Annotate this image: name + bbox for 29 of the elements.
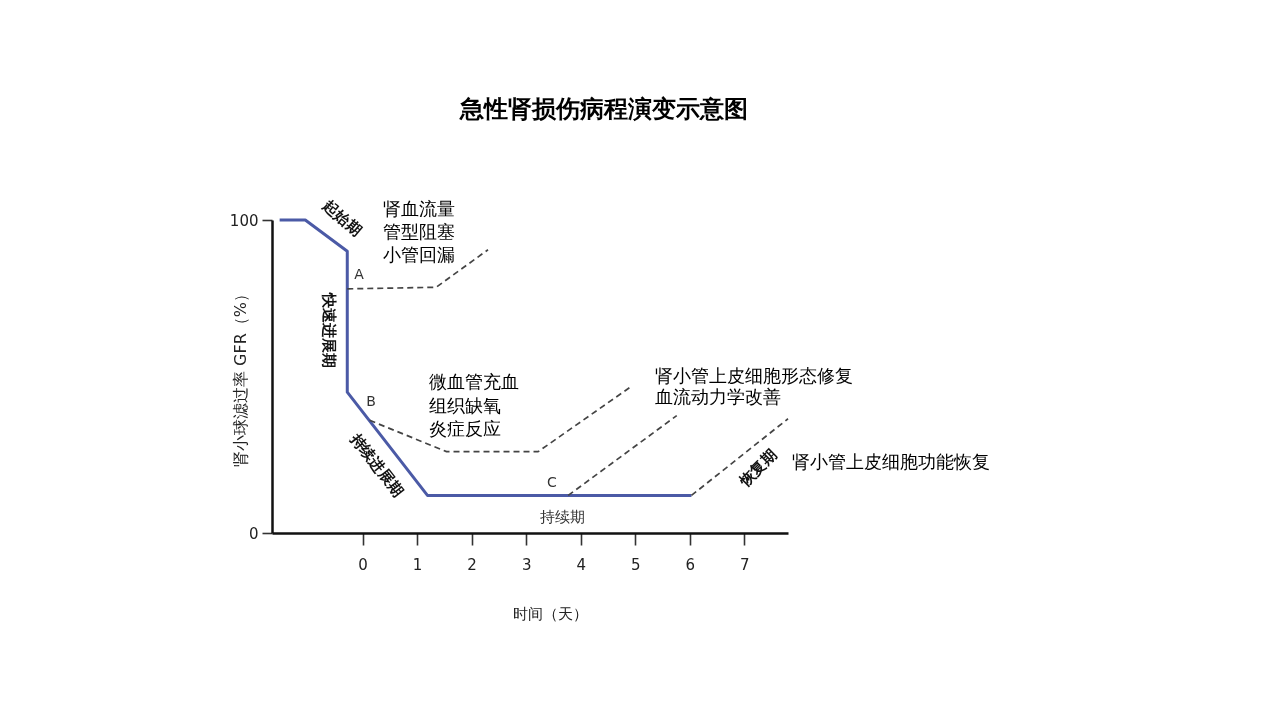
annotation: 持续期 <box>539 508 585 526</box>
x-tick-label: 3 <box>521 555 532 574</box>
annotation: B <box>366 393 376 409</box>
annotation: 炎症反应 <box>429 418 501 439</box>
annotation: 起始期 <box>318 196 366 240</box>
y-tick-label: 100 <box>229 211 259 230</box>
x-tick-label: 2 <box>467 555 477 574</box>
x-tick-label: 7 <box>740 555 750 574</box>
annotation: 组织缺氧 <box>429 395 501 416</box>
annotation: 肾小管上皮细胞形态修复 <box>655 365 853 386</box>
annotation: C <box>547 474 558 490</box>
annotation: 小管回漏 <box>383 244 455 265</box>
y-axis-title: 肾小球滤过率 GFR（%） <box>230 285 250 468</box>
x-tick-label: 1 <box>412 555 423 574</box>
annotation: A <box>354 266 365 282</box>
x-tick-label: 4 <box>576 555 586 574</box>
x-axis-title: 时间（天） <box>513 604 588 623</box>
annotation: 持续进展期 <box>346 429 408 501</box>
annotation: 管型阻塞 <box>383 221 455 242</box>
x-tick-label: 5 <box>631 555 641 574</box>
x-tick-label: 6 <box>685 555 696 574</box>
annotation: 快速进展期 <box>320 291 338 368</box>
chart-title: 急性肾损伤病程演变示意图 <box>459 95 748 124</box>
annotation: 恢复期 <box>735 445 781 491</box>
text: 肾小管上皮细胞功能恢复 <box>792 451 990 472</box>
annotation: 血流动力学改善 <box>655 386 781 407</box>
x-tick-label: 0 <box>358 555 368 574</box>
text: 肾血流量 <box>383 198 455 219</box>
annotation: 微血管充血 <box>429 371 519 392</box>
